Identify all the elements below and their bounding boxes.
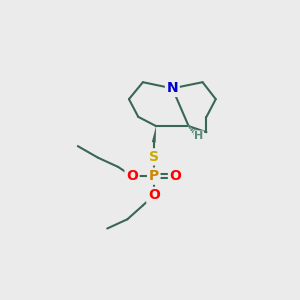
Text: S: S (149, 150, 159, 164)
Text: N: N (167, 81, 178, 95)
Text: O: O (126, 169, 138, 183)
Text: P: P (148, 169, 159, 183)
Text: H: H (194, 131, 203, 141)
Polygon shape (152, 126, 156, 142)
Text: O: O (148, 188, 160, 203)
Text: O: O (169, 169, 181, 183)
